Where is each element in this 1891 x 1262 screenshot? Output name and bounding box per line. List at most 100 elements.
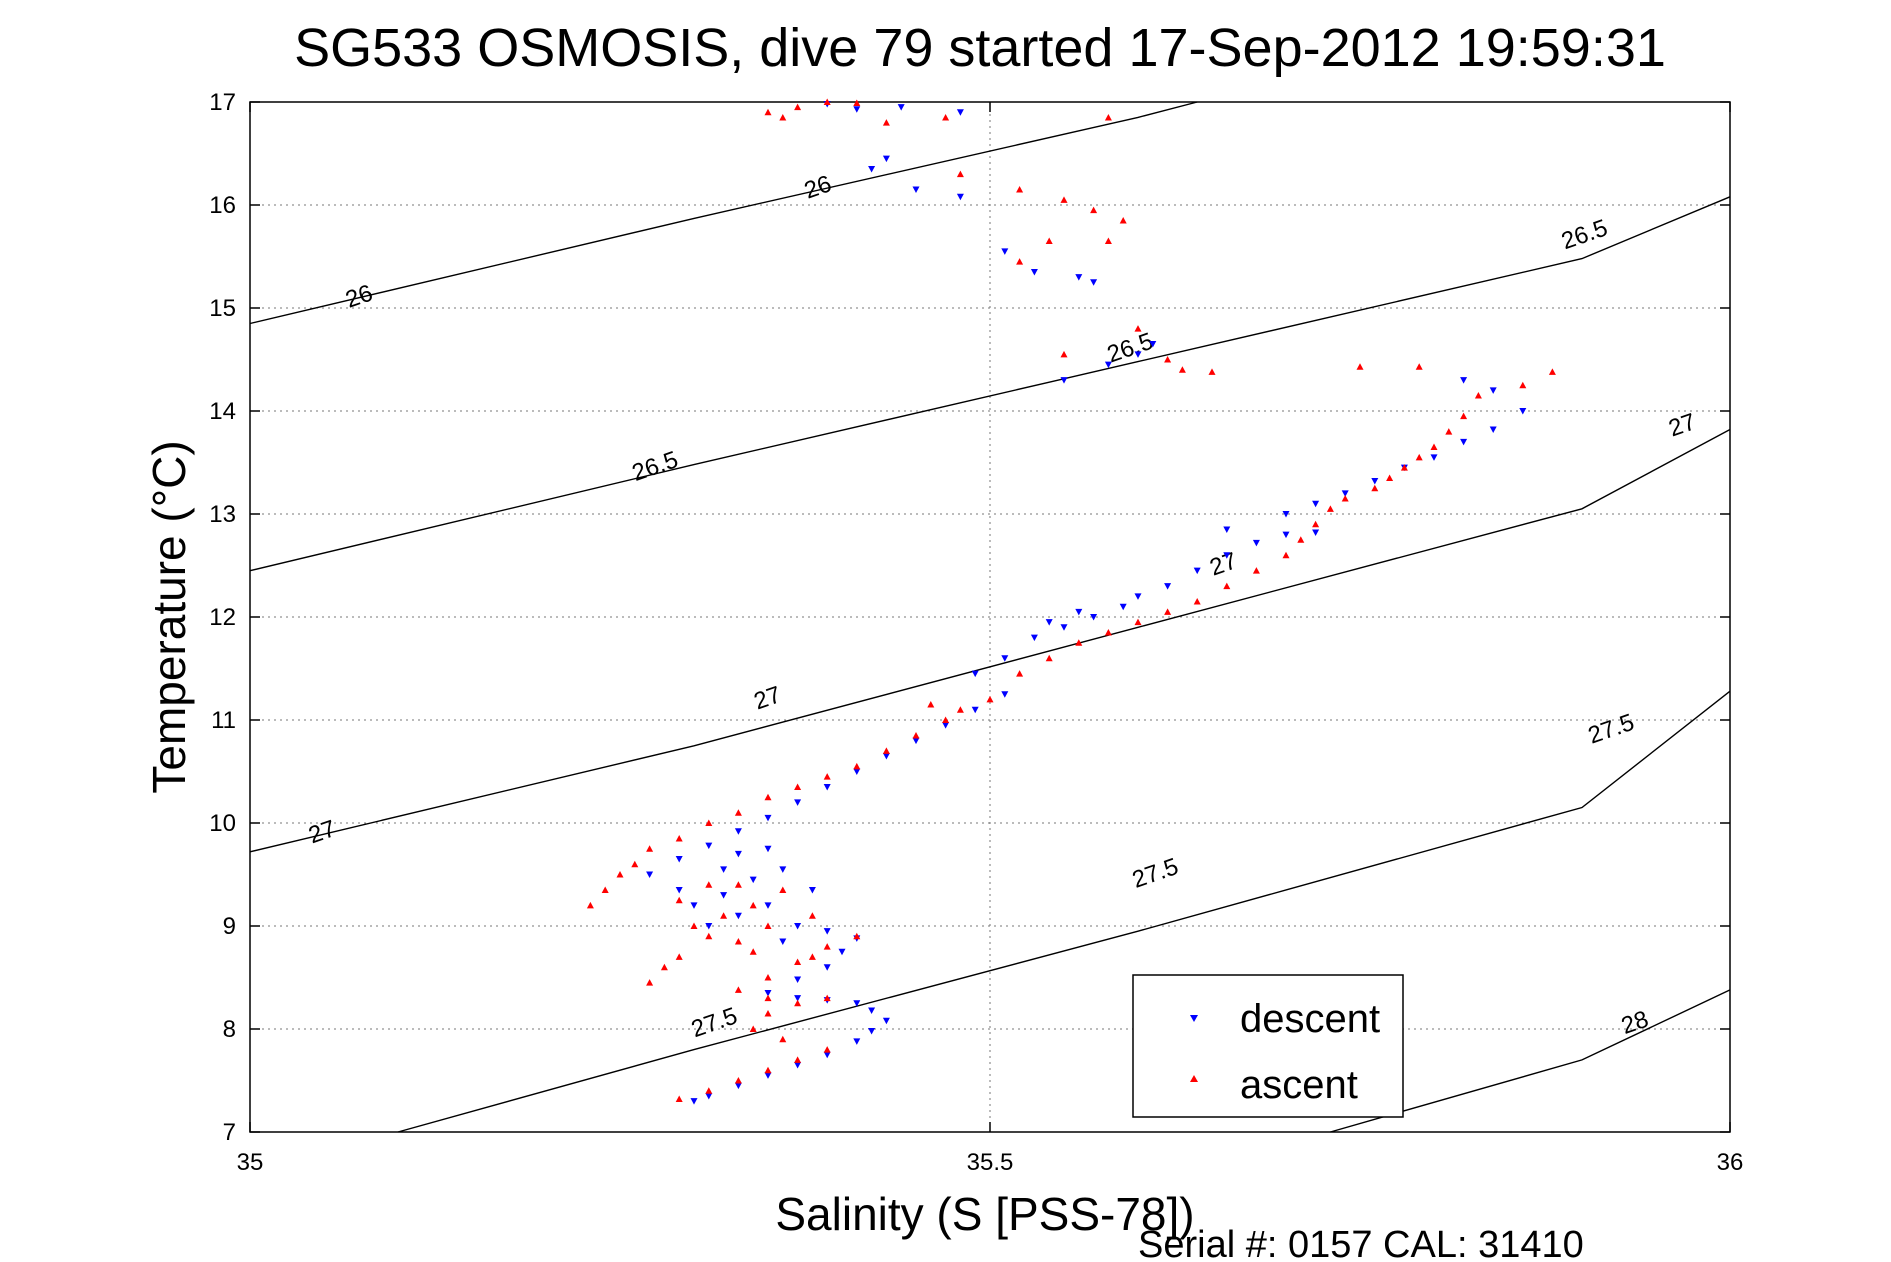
descent-point [779, 866, 787, 873]
descent-point [1030, 634, 1038, 642]
descent-point [853, 768, 861, 775]
ascent-point [1045, 654, 1053, 662]
descent-point [1164, 583, 1172, 590]
ascent-point [764, 974, 772, 981]
ascent-point [986, 695, 994, 703]
ascent-point [1282, 551, 1290, 559]
ascent-point [646, 979, 654, 986]
descent-point [1460, 377, 1468, 384]
legend-descent-marker [1190, 1015, 1198, 1022]
ascent-point [927, 701, 935, 708]
descent-point [1489, 426, 1497, 434]
ascent-point [1119, 216, 1127, 224]
ascent-point [734, 1077, 742, 1084]
descent-point [912, 186, 920, 194]
descent-point [705, 1092, 713, 1100]
descent-point [690, 902, 698, 909]
ascent-point [1164, 608, 1172, 615]
legend: descent ascent [1132, 974, 1404, 1118]
descent-point [956, 109, 964, 116]
descent-point [734, 1082, 742, 1090]
ascent-point [1016, 258, 1024, 265]
descent-point [882, 753, 890, 760]
y-tick-label: 16 [209, 192, 236, 219]
descent-point [764, 1072, 772, 1079]
ascent-point [823, 994, 831, 1002]
descent-point [1312, 529, 1320, 537]
ascent-point [675, 1095, 683, 1103]
ascent-point [882, 747, 890, 754]
ascent-point [823, 1046, 831, 1053]
descent-point [897, 104, 905, 111]
descent-point [882, 1017, 890, 1025]
descent-point [705, 842, 713, 850]
descent-point [1045, 619, 1053, 626]
ascent-point [1415, 453, 1423, 461]
descent-point [1001, 248, 1009, 255]
grid-lines [250, 102, 1730, 1132]
descent-point [1060, 624, 1068, 631]
descent-point [675, 856, 683, 863]
y-tick-label: 7 [223, 1119, 236, 1146]
ascent-point [1134, 325, 1142, 332]
descent-point [1282, 531, 1290, 539]
ascent-point [823, 773, 831, 780]
ascent-point [734, 809, 742, 816]
ascent-point [1104, 113, 1112, 121]
ascent-point [1445, 428, 1453, 435]
x-axis-label: Salinity (S [PSS-78]) [775, 1188, 1194, 1240]
descent-point [1030, 268, 1038, 276]
descent-point [1312, 500, 1320, 508]
ascent-point [705, 932, 713, 940]
ascent-point [764, 1066, 772, 1074]
descent-point [1134, 351, 1142, 358]
descent-point [823, 1051, 831, 1059]
y-tick-label: 14 [209, 398, 236, 425]
descent-point [868, 1007, 876, 1014]
descent-point [794, 1062, 802, 1069]
descent-point [749, 876, 757, 884]
ascent-point [853, 932, 861, 940]
ascent-point [690, 922, 698, 929]
ascent-point [705, 1087, 713, 1094]
descent-point [1090, 614, 1098, 621]
descent-point [1193, 567, 1201, 575]
chart-title: SG533 OSMOSIS, dive 79 started 17-Sep-20… [294, 18, 1666, 78]
descent-point [1430, 454, 1438, 461]
descent-point [1341, 490, 1349, 497]
descent-point [1223, 526, 1231, 533]
ascent-point [779, 113, 787, 121]
ascent-point [1519, 381, 1527, 389]
ascent-point [1430, 443, 1438, 451]
ascent-point [764, 994, 772, 1002]
descent-point [1090, 279, 1098, 286]
descent-point [646, 871, 654, 878]
descent-point [838, 948, 846, 956]
ascent-point [705, 881, 713, 888]
descent-point [1149, 341, 1157, 348]
ascent-point [942, 113, 950, 121]
ascent-point [823, 943, 831, 950]
density-contour-line [397, 690, 1731, 1133]
ascent-point [734, 881, 742, 888]
descent-point [1104, 361, 1112, 369]
ascent-point [675, 953, 683, 960]
ascent-point [794, 1056, 802, 1063]
ascent-point [794, 783, 802, 790]
ascent-point [794, 958, 802, 966]
descent-point [882, 155, 890, 163]
descent-point [853, 1038, 861, 1045]
ascent-point [616, 871, 624, 878]
ascent-point [764, 922, 772, 929]
ascent-point [808, 912, 816, 919]
ascent-point [1164, 356, 1172, 363]
descent-point [690, 1098, 698, 1105]
ascent-point [764, 108, 772, 116]
ascent-point [1474, 392, 1482, 399]
descent-point [720, 892, 728, 899]
descent-point [734, 912, 742, 920]
descent-point [1001, 655, 1009, 662]
descent-point [734, 850, 742, 858]
ascent-point [1415, 363, 1423, 370]
